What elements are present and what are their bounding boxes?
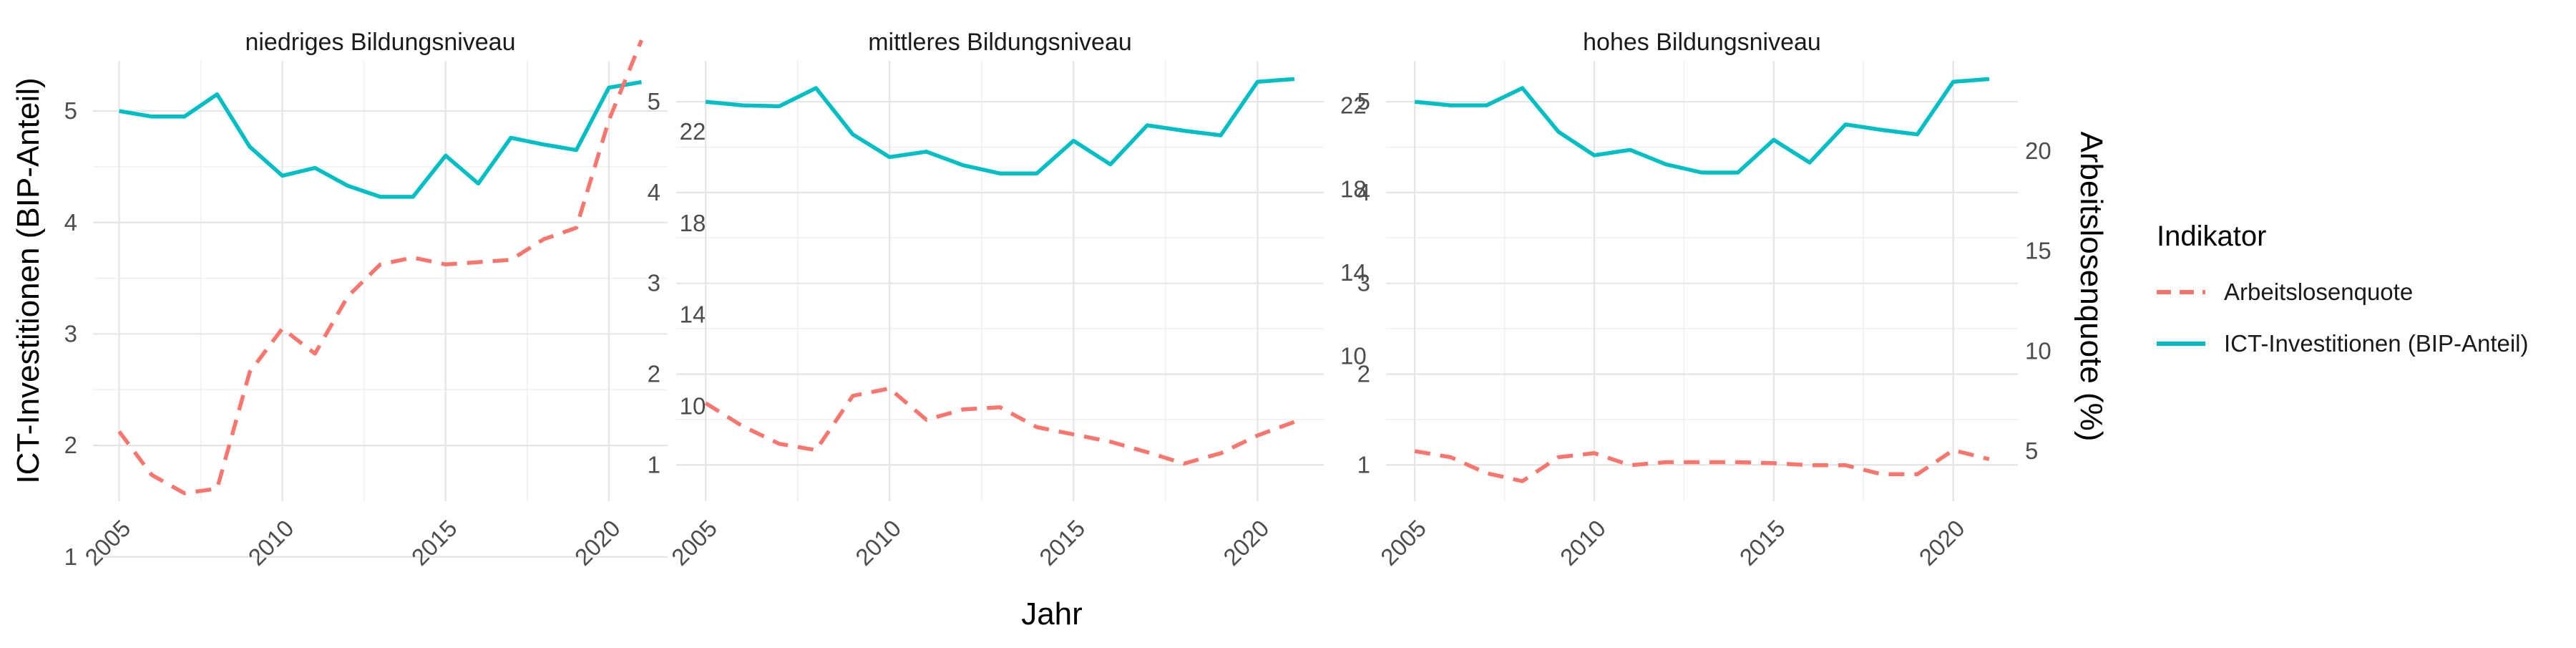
x-axis-title: Jahr xyxy=(1021,596,1083,632)
y-right-tick-label: 20 xyxy=(2025,137,2051,164)
y-left-tick-label: 2 xyxy=(648,360,660,387)
y-left-tick-label: 1 xyxy=(64,543,77,570)
facet-title: hohes Bildungsniveau xyxy=(1583,29,1821,56)
y-right-tick-label: 18 xyxy=(1340,175,1367,202)
y-left-tick-label: 5 xyxy=(64,97,77,124)
y-right-tick-label: 10 xyxy=(1340,342,1367,369)
series-line-ict xyxy=(1414,77,1990,175)
y-right-tick-label: 15 xyxy=(2025,238,2051,264)
x-tick-label: 2020 xyxy=(1914,515,1970,571)
y-left-tick-label: 5 xyxy=(648,88,660,115)
series-line-arbeitslosenquote xyxy=(704,386,1295,466)
y-right-tick-label: 10 xyxy=(2025,337,2051,364)
x-tick-label: 2010 xyxy=(243,515,298,571)
y-axis-title-left: ICT-Investitionen (BIP-Anteil) xyxy=(11,77,46,483)
y-right-tick-label: 5 xyxy=(2025,437,2038,464)
series-line-ict xyxy=(119,79,642,199)
y-right-tick-label: 10 xyxy=(680,392,706,419)
facet-title: mittleres Bildungsniveau xyxy=(868,29,1132,56)
x-tick-label: 2020 xyxy=(570,515,625,571)
y-right-tick-label: 14 xyxy=(680,301,706,328)
x-tick-label: 2020 xyxy=(1218,515,1274,571)
x-tick-label: 2010 xyxy=(850,515,906,571)
legend-label: ICT-Investitionen (BIP-Anteil) xyxy=(2224,330,2529,357)
x-tick-label: 2005 xyxy=(79,515,135,571)
y-left-tick-label: 4 xyxy=(648,179,660,205)
series-line-ict xyxy=(705,77,1295,175)
series-line-arbeitslosenquote xyxy=(117,39,644,495)
y-left-tick-label: 5 xyxy=(1357,88,1370,115)
y-left-tick-label: 4 xyxy=(1357,179,1370,205)
y-right-tick-label: 14 xyxy=(1340,259,1367,286)
y-axis-title-right: Arbeitslosenquote (%) xyxy=(2074,132,2109,442)
facet-title: niedriges Bildungsniveau xyxy=(245,29,515,56)
y-left-tick-label: 2 xyxy=(64,432,77,458)
legend-title: Indikator xyxy=(2157,221,2266,252)
y-left-tick-label: 1 xyxy=(1357,451,1370,478)
y-left-tick-label: 2 xyxy=(1357,360,1370,387)
x-tick-label: 2005 xyxy=(1375,515,1431,571)
y-left-tick-label: 3 xyxy=(64,320,77,347)
x-tick-label: 2015 xyxy=(1735,515,1790,571)
x-tick-label: 2015 xyxy=(1034,515,1090,571)
legend-label: Arbeitslosenquote xyxy=(2224,279,2413,305)
x-tick-label: 2015 xyxy=(406,515,462,571)
y-left-tick-label: 1 xyxy=(648,451,660,478)
x-tick-label: 2005 xyxy=(666,515,722,571)
y-right-tick-label: 22 xyxy=(1340,92,1367,119)
series-line-arbeitslosenquote xyxy=(1414,448,1990,483)
y-left-tick-label: 3 xyxy=(648,270,660,296)
y-left-tick-label: 4 xyxy=(64,209,77,236)
x-tick-label: 2010 xyxy=(1555,515,1611,571)
y-left-tick-label: 3 xyxy=(1357,270,1370,296)
y-right-tick-label: 22 xyxy=(680,118,706,145)
y-right-tick-label: 18 xyxy=(680,210,706,236)
